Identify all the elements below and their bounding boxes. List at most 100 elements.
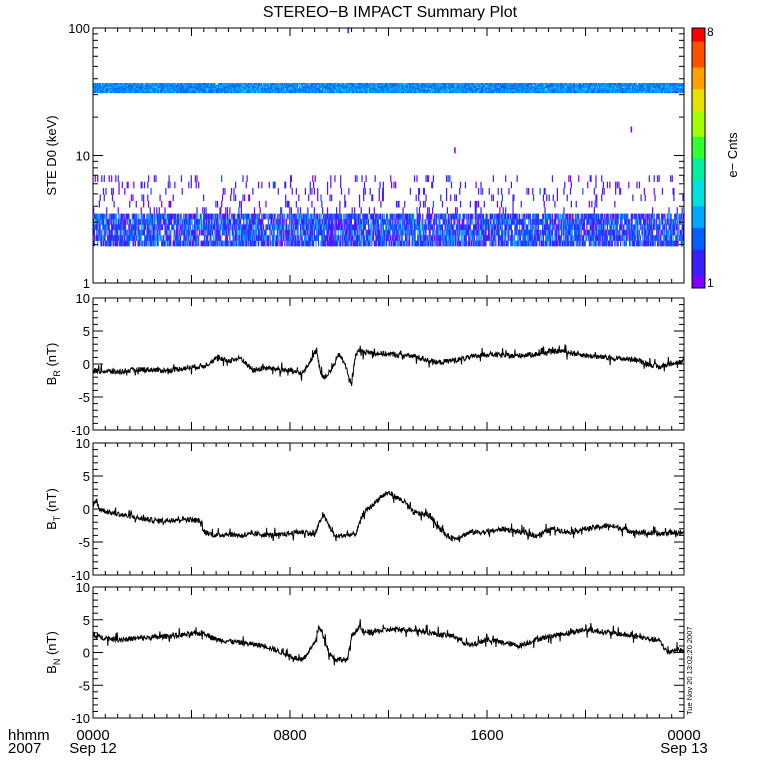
spectrogram-cell [186, 89, 188, 92]
spectrogram-cell [502, 219, 504, 225]
spectrogram-cell [600, 219, 602, 225]
spectrogram-cell [292, 235, 294, 241]
spectrogram-cell [97, 83, 99, 85]
spectrogram-cell [528, 188, 530, 195]
spectrogram-cell [325, 235, 327, 241]
spectrogram-cell [536, 229, 538, 236]
spectrogram-cell [238, 91, 240, 94]
spectrogram-cell [245, 235, 247, 241]
spectrogram-cell [673, 194, 675, 202]
spectrogram-cell [210, 213, 212, 220]
spectrogram-cell [253, 86, 255, 89]
spectrogram-cell [322, 240, 324, 247]
spectrogram-cell [343, 235, 345, 241]
spectrogram-cell [583, 235, 585, 241]
spectrogram-cell [417, 235, 419, 241]
spectrogram-cell [592, 224, 595, 231]
spectrogram-cell [270, 224, 272, 231]
spectrogram-cell [193, 83, 195, 85]
spectrogram-cell [251, 240, 253, 247]
spectrogram-cell [276, 240, 278, 247]
spectrogram-cell [111, 229, 114, 236]
spectrogram-cell [154, 83, 156, 85]
spectrogram-cell [596, 229, 598, 236]
spectrogram-cell [219, 235, 221, 241]
spectrogram-cell [449, 229, 451, 236]
spectrogram-cell [659, 219, 661, 225]
spectrogram-cell [204, 83, 206, 85]
spectrogram-cell [432, 181, 434, 189]
spectrogram-cell [211, 84, 213, 87]
spectrogram-cell [454, 235, 456, 241]
spectrogram-cell [596, 224, 598, 231]
spectrogram-cell [492, 219, 494, 225]
spectrogram-cell [122, 213, 124, 220]
spectrogram-cell [120, 235, 122, 241]
spectrogram-cell [569, 213, 571, 220]
spectrogram-cell [619, 224, 622, 231]
spectrogram-cell [198, 181, 200, 189]
spectrogram-cell [581, 224, 583, 231]
spectrogram-cell [628, 229, 630, 236]
spectrogram-cell [340, 188, 343, 195]
spectrogram-cell [540, 235, 542, 241]
spectrogram-cell [154, 84, 156, 87]
spectrogram-cell [679, 213, 681, 220]
spectrogram-cell [339, 213, 341, 220]
spectrogram-cell [265, 224, 267, 231]
spectrogram-cell [392, 235, 394, 241]
spectrogram-cell [248, 213, 251, 220]
spectrogram-cell [113, 89, 115, 92]
spectrogram-cell [349, 229, 351, 236]
spectrogram-cell [192, 87, 194, 90]
spectrogram-cell [532, 213, 534, 220]
spectrogram-cell [568, 229, 570, 236]
spectrogram-cell [151, 235, 153, 241]
spectrogram-cell [643, 219, 645, 225]
spectrogram-cell [161, 224, 164, 231]
spectrogram-cell [513, 219, 515, 225]
spectrogram-cell [245, 219, 247, 225]
spectrogram-cell [591, 240, 593, 247]
spectrogram-cell [398, 219, 400, 225]
spectrogram-cell [235, 219, 238, 225]
spectrogram-cell [250, 224, 252, 231]
spectrogram-cell [458, 240, 460, 247]
spectrogram-cell [124, 83, 126, 85]
spectrogram-cell [119, 86, 121, 89]
spectrogram-cell [165, 219, 167, 225]
spectrogram-cell [129, 235, 132, 241]
spectrogram-cell [313, 188, 316, 195]
spectrogram-cell [230, 84, 232, 87]
spectrogram-cell [184, 89, 186, 92]
spectrogram-cell [146, 91, 148, 94]
spectrogram-cell [366, 219, 368, 225]
spectrogram-cell [647, 224, 650, 231]
spectrogram-cell [448, 219, 450, 225]
spectrogram-cell [289, 89, 291, 92]
spectrogram-cell [124, 89, 126, 92]
spectrogram-cell [209, 235, 211, 241]
spectrogram-cell [190, 91, 192, 94]
spectrogram-cell [111, 83, 113, 85]
spectrogram-cell [244, 89, 247, 92]
spectrogram-cell [97, 91, 99, 94]
spectrogram-cell [327, 229, 329, 236]
spectrogram-cell [491, 240, 493, 247]
spectrogram-cell [111, 235, 114, 241]
spectrogram-cell [441, 240, 444, 247]
spectrogram-cell [138, 219, 141, 225]
spectrogram-cell [97, 229, 99, 236]
spectrogram-cell [345, 229, 348, 236]
spectrogram-cell [372, 235, 374, 241]
spectrogram-cell [679, 229, 682, 236]
spectrogram-cell [201, 224, 203, 231]
spectrogram-cell [133, 181, 135, 189]
spectrogram-cell [409, 229, 411, 236]
spectrogram-cell [229, 235, 231, 241]
spectrogram-cell [384, 219, 386, 225]
spectrogram-cell [159, 84, 161, 87]
spectrogram-cell [240, 207, 242, 214]
spectrogram-cell [669, 240, 671, 247]
